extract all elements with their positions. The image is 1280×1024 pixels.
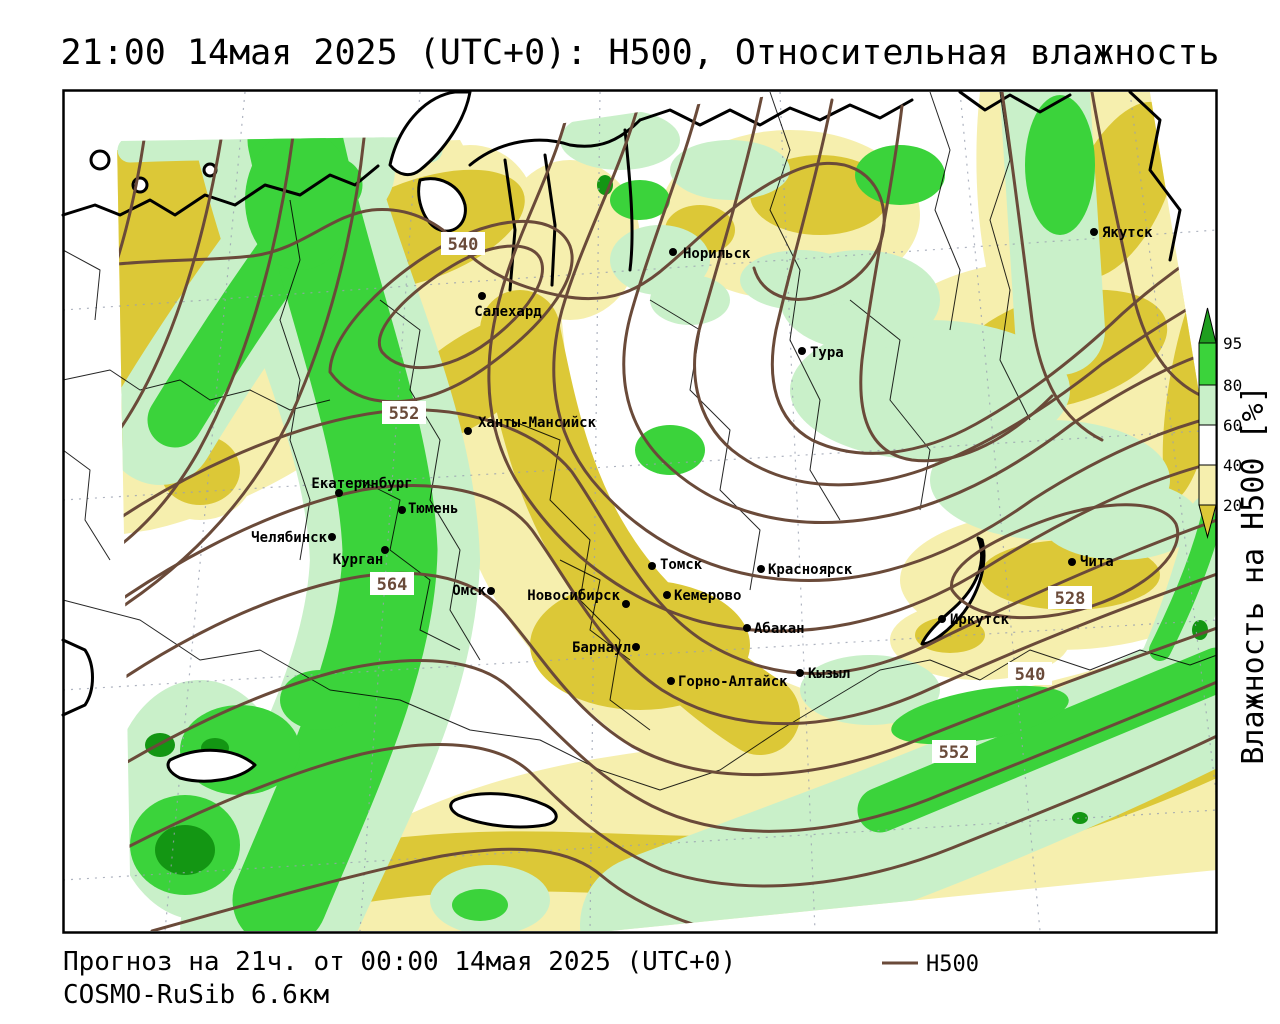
contour-label: 540 [441,232,485,255]
svg-text:Норильск: Норильск [683,246,751,262]
city-marker-barnaul: Барнаул [572,640,640,656]
city-marker-tomsk: Томск [648,557,703,573]
city-layer: Норильск Салехард Тура Ханты-Мансийск Ек… [251,225,1153,690]
svg-text:Иркутск: Иркутск [950,612,1010,628]
graticule [62,91,1218,932]
svg-text:Барнаул: Барнаул [572,640,631,656]
colorbar-tick: 40 [1223,456,1242,475]
colorbar: 95 80 60 40 20 Влажность на H500 [%] [1198,307,1271,765]
svg-text:Чита: Чита [1080,554,1114,570]
colorbar-tick: 95 [1223,334,1242,353]
svg-text:Екатеринбург: Екатеринбург [311,476,412,492]
city-marker-gorno-altaysk: Горно-Алтайск [667,674,788,690]
city-marker-tyumen: Тюмень [398,501,459,517]
svg-text:Челябинск: Челябинск [251,530,327,546]
svg-text:Курган: Курган [333,552,384,568]
svg-text:528: 528 [1055,589,1086,609]
forecast-info: Прогноз на 21ч. от 00:00 14мая 2025 (UTC… [63,947,736,977]
city-marker-kyzyl: Кызыл [796,666,850,682]
city-marker-yakutsk: Якутск [1090,225,1153,241]
svg-text:540: 540 [448,235,479,255]
colorbar-tick: 20 [1223,496,1242,515]
legend-h500: H500 [882,952,979,977]
contour-label: 564 [370,572,414,595]
city-marker-kurgan: Курган [333,546,389,568]
svg-text:Салехард: Салехард [474,304,542,320]
city-marker-tura: Тура [798,345,844,361]
city-marker-chelyabinsk: Челябинск [251,530,336,546]
city-marker-krasnoyarsk: Красноярск [757,562,853,578]
city-marker-novosibirsk: Новосибирск [527,588,630,608]
svg-text:Красноярск: Красноярск [768,562,853,578]
city-marker-abakan: Абакан [743,621,805,637]
colorbar-arrow-bottom [1198,504,1217,539]
city-marker-chita: Чита [1068,554,1114,570]
lake-balkhash [166,748,257,783]
contour-labels: 540 552 564 528 540 552 [370,232,1092,763]
city-marker-kemerovo: Кемерово [663,588,741,604]
map-frame [62,89,1218,934]
svg-text:Горно-Алтайск: Горно-Алтайск [678,674,788,690]
contour-label: 540 [1008,662,1052,685]
colorbar-tick: 60 [1223,416,1242,435]
colorbar-tick: 80 [1223,376,1242,395]
svg-text:564: 564 [377,575,408,595]
svg-text:Кызыл: Кызыл [808,666,850,682]
svg-text:540: 540 [1015,665,1046,685]
svg-text:Томск: Томск [660,557,703,573]
coastline-layer [61,90,1182,829]
novaya-zemlya-island [388,90,472,177]
contour-label: 552 [382,401,426,424]
city-marker-omsk: Омск [452,583,495,599]
svg-text:Тура: Тура [810,345,844,361]
city-marker-salekhard: Салехард [474,292,542,320]
svg-text:Кемерово: Кемерово [674,588,741,604]
svg-text:Абакан: Абакан [754,621,805,637]
svg-text:Омск: Омск [452,583,486,599]
svg-text:552: 552 [389,404,420,424]
svg-text:Тюмень: Тюмень [408,501,459,517]
svg-text:Якутск: Якутск [1102,225,1153,241]
region-borders [62,91,1218,791]
contour-label: 528 [1048,586,1092,609]
city-marker-ekaterinburg: Екатеринбург [311,476,413,497]
city-marker-khanty-mansiysk: Ханты-Мансийск [464,415,597,435]
svg-text:Ханты-Мансийск: Ханты-Мансийск [478,415,597,431]
colorbar-arrow-top [1198,307,1217,344]
legend-label: H500 [926,952,979,977]
svg-text:Новосибирск: Новосибирск [527,588,620,604]
contour-label: 552 [932,740,976,763]
city-marker-norilsk: Норильск [669,246,751,262]
city-marker-irkutsk: Иркутск [938,612,1010,628]
colorbar-caption: Влажность на H500 [%] [1236,385,1271,764]
model-info: COSMO-RuSib 6.6км [63,980,329,1010]
svg-text:552: 552 [939,743,970,763]
lake-baikal [920,536,986,646]
page-title: 21:00 14мая 2025 (UTC+0): H500, Относите… [61,33,1220,73]
